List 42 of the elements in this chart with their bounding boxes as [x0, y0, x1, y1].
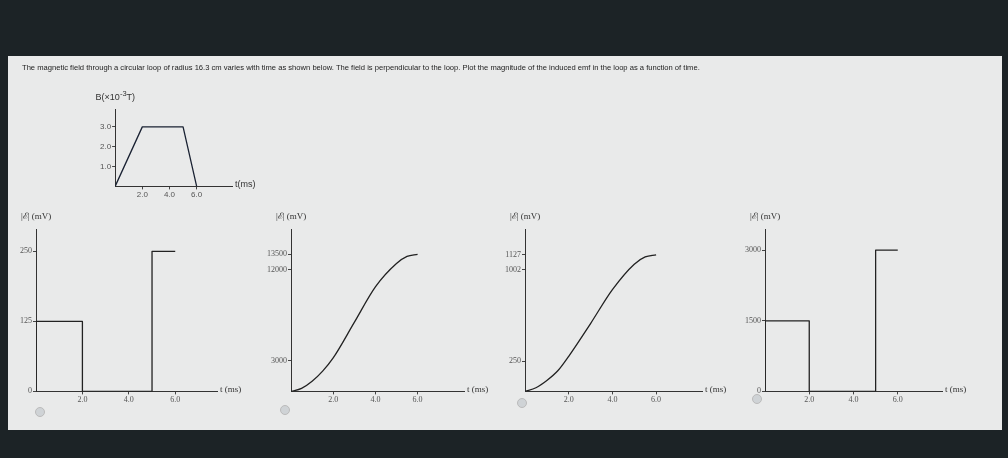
line-series [525, 254, 657, 392]
y-tick-label: 1500 [745, 315, 761, 325]
y-axis-title: B(×10$^{-3}$T) [95, 89, 136, 102]
x-tick-label: 2.0 [328, 395, 339, 405]
x-tick-label: 6.0 [170, 395, 181, 405]
y-tick-label: 125 [20, 316, 32, 326]
x-tick-label: 4.0 [607, 395, 618, 405]
x-tick-label: 4.0 [123, 395, 134, 405]
x-tick-label: 4.0 [370, 395, 381, 405]
y-tick-label: 1.0 [100, 161, 112, 171]
y-tick-label: 3000 [745, 245, 761, 255]
y-tick-label: 1127 [505, 249, 521, 259]
y-tick-label: 3.0 [100, 122, 112, 132]
x-tick-label: 6.0 [651, 395, 662, 405]
y-axis-title: |ℰ| (mV) [276, 210, 307, 222]
x-tick-label: 2.0 [804, 395, 815, 405]
x-axis-title: t (ms) [220, 384, 242, 395]
y-tick-label: 250 [509, 356, 521, 366]
y-axis-title: |ℰ| (mV) [510, 210, 541, 222]
x-tick-label: 6.0 [191, 190, 203, 200]
y-tick-label: 0 [28, 386, 32, 396]
x-tick-label: 6.0 [892, 395, 903, 405]
x-tick-label: 2.0 [136, 190, 149, 200]
y-tick-label: 13500 [267, 249, 287, 259]
x-tick-label: 6.0 [412, 395, 423, 405]
y-tick-label: 0 [757, 386, 761, 396]
y-tick-label: 3000 [271, 356, 287, 366]
x-axis-title: t (ms) [467, 384, 489, 395]
y-axis-title: |ℰ| (mV) [750, 210, 781, 222]
x-tick-label: 2.0 [77, 395, 88, 405]
x-axis-title: t (ms) [705, 384, 727, 395]
line-series [291, 253, 419, 392]
y-tick-label: 12000 [267, 264, 287, 274]
x-tick-label: 2.0 [563, 395, 574, 405]
x-tick-label: 4.0 [163, 190, 176, 200]
x-axis-title: t (ms) [945, 384, 967, 395]
x-tick-label: 4.0 [848, 395, 859, 405]
y-tick-label: 1002 [505, 265, 521, 275]
y-tick-label: 250 [20, 246, 32, 256]
y-axis-title: |ℰ| (mV) [21, 210, 52, 222]
y-tick-label: 2.0 [100, 141, 112, 151]
x-axis-title: t(ms) [235, 179, 256, 190]
